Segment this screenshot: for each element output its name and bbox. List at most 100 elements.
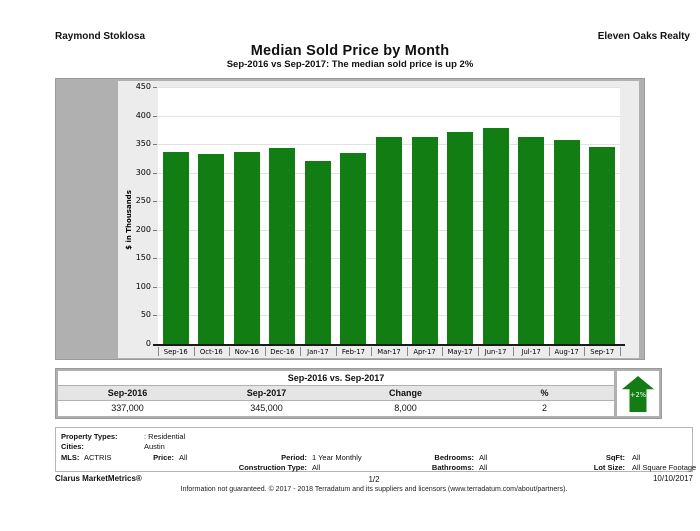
property-types-label: Property Types: (61, 432, 118, 441)
y-tick-250 (153, 201, 157, 202)
y-tick-label-50: 50 (140, 310, 151, 319)
col-header-percent: % (540, 388, 549, 398)
x-label-apr-17: Apr-17 (413, 348, 436, 356)
y-tick-300 (153, 173, 157, 174)
svg-text:+2%: +2% (630, 390, 646, 398)
price-value: All (179, 453, 188, 462)
x-axis-tick-1 (193, 347, 195, 356)
x-axis-tick-10 (513, 347, 515, 356)
sqft-label: SqFt: (605, 453, 625, 462)
gridline-450 (158, 87, 620, 88)
report-subtitle: Sep-2016 vs Sep-2017: The median sold pr… (226, 59, 474, 70)
y-tick-label-400: 400 (135, 111, 151, 120)
filters-panel: Property Types: : Residential Cities: Au… (55, 427, 696, 472)
x-label-jun-17: Jun-17 (484, 348, 507, 356)
cities-value: Austin (144, 442, 165, 451)
comparison-panel: Sep-2016 vs. Sep-2017 Sep-2016 Sep-2017 … (55, 368, 662, 419)
up-arrow-icon: +2% (621, 375, 655, 412)
y-tick-label-200: 200 (135, 225, 151, 234)
x-label-sep-16: Sep-16 (163, 348, 188, 356)
product-brand: Clarus MarketMetrics® (55, 474, 142, 483)
x-label-mar-17: Mar-17 (377, 348, 401, 356)
x-label-may-17: May-17 (447, 348, 473, 356)
x-axis-tick-5 (335, 347, 337, 356)
trend-badge: +2% (617, 371, 659, 416)
y-tick-label-150: 150 (135, 253, 151, 262)
col-header-sep-2017: Sep-2017 (246, 388, 287, 398)
mls-label: MLS: (61, 453, 80, 462)
x-label-dec-16: Dec-16 (270, 348, 295, 356)
bar-sep-16 (162, 151, 189, 344)
y-tick-label-450: 450 (135, 82, 151, 91)
value-sep-2016: 337,000 (111, 403, 144, 413)
report-title: Median Sold Price by Month (250, 43, 450, 59)
y-tick-label-100: 100 (135, 282, 151, 291)
x-axis-tick-7 (406, 347, 408, 356)
x-label-feb-17: Feb-17 (341, 348, 366, 356)
cities-label: Cities: (61, 442, 84, 451)
y-tick-label-350: 350 (135, 139, 151, 148)
bar-nov-16 (233, 152, 260, 344)
lot-size-label: Lot Size: (593, 463, 625, 472)
mls-value: ACTRIS (84, 453, 112, 462)
x-axis-tick-13 (620, 347, 621, 356)
x-label-aug-17: Aug-17 (554, 348, 579, 356)
y-tick-label-250: 250 (135, 196, 151, 205)
comparison-table-header: Sep-2016 Sep-2017 Change % (58, 386, 614, 400)
x-label-nov-16: Nov-16 (234, 348, 259, 356)
y-tick-label-300: 300 (135, 168, 151, 177)
brokerage-name: Eleven Oaks Realty (597, 31, 690, 42)
x-axis-tick-0 (158, 347, 159, 356)
chart-panel: $ in Thousands 0 50 100 150 200 250 300 350 400 4… (55, 78, 645, 360)
bedrooms-value: All (479, 453, 488, 462)
period-value: 1 Year Monthly (312, 453, 362, 462)
y-tick-200 (153, 230, 157, 231)
construction-type-value: All (312, 463, 321, 472)
bedrooms-label: Bedrooms: (434, 453, 474, 462)
median-sold-price-chart: $ in Thousands 0 50 100 150 200 250 300 350 400 4… (118, 81, 639, 358)
y-tick-100 (153, 287, 157, 288)
comparison-table-title: Sep-2016 vs. Sep-2017 (58, 371, 614, 385)
bar-jul-17 (518, 136, 545, 344)
x-axis-tick-4 (300, 347, 302, 356)
bar-may-17 (447, 132, 474, 344)
x-label-jan-17: Jan-17 (307, 348, 329, 356)
col-header-change: Change (388, 388, 422, 398)
x-axis-tick-8 (442, 347, 444, 356)
value-change: 8,000 (394, 403, 417, 413)
bar-jun-17 (482, 128, 509, 344)
property-types-value: : Residential (144, 432, 186, 441)
x-axis-line (153, 344, 625, 346)
y-tick-400 (153, 116, 157, 117)
report-date: 10/10/2017 (652, 474, 693, 483)
x-label-jul-17: Jul-17 (521, 348, 541, 356)
value-sep-2017: 345,000 (250, 403, 283, 413)
bar-oct-16 (198, 154, 225, 344)
agent-name: Raymond Stoklosa (55, 31, 146, 42)
y-tick-50 (153, 315, 157, 316)
x-axis-tick-12 (584, 347, 586, 356)
price-label: Price: (153, 453, 174, 462)
gridline-400 (158, 116, 620, 117)
page-number: 1/2 (368, 475, 380, 484)
x-axis-tick-2 (229, 347, 231, 356)
bar-apr-17 (411, 137, 438, 344)
comparison-table-row: 337,000 345,000 8,000 2 (58, 401, 614, 416)
bar-sep-17 (589, 146, 616, 344)
x-label-sep-17: Sep-17 (590, 348, 615, 356)
period-label: Period: (281, 453, 307, 462)
construction-type-label: Construction Type: (238, 463, 307, 472)
value-percent: 2 (541, 403, 547, 413)
x-axis-tick-9 (477, 347, 479, 356)
bar-feb-17 (340, 153, 367, 344)
sqft-value: All (632, 453, 641, 462)
y-tick-450 (153, 87, 157, 88)
x-axis-tick-6 (371, 347, 373, 356)
y-tick-150 (153, 258, 157, 259)
bar-jan-17 (304, 160, 331, 344)
col-header-sep-2016: Sep-2016 (107, 388, 148, 398)
bar-mar-17 (376, 136, 402, 344)
x-label-oct-16: Oct-16 (199, 348, 223, 356)
y-tick-350 (153, 144, 157, 145)
